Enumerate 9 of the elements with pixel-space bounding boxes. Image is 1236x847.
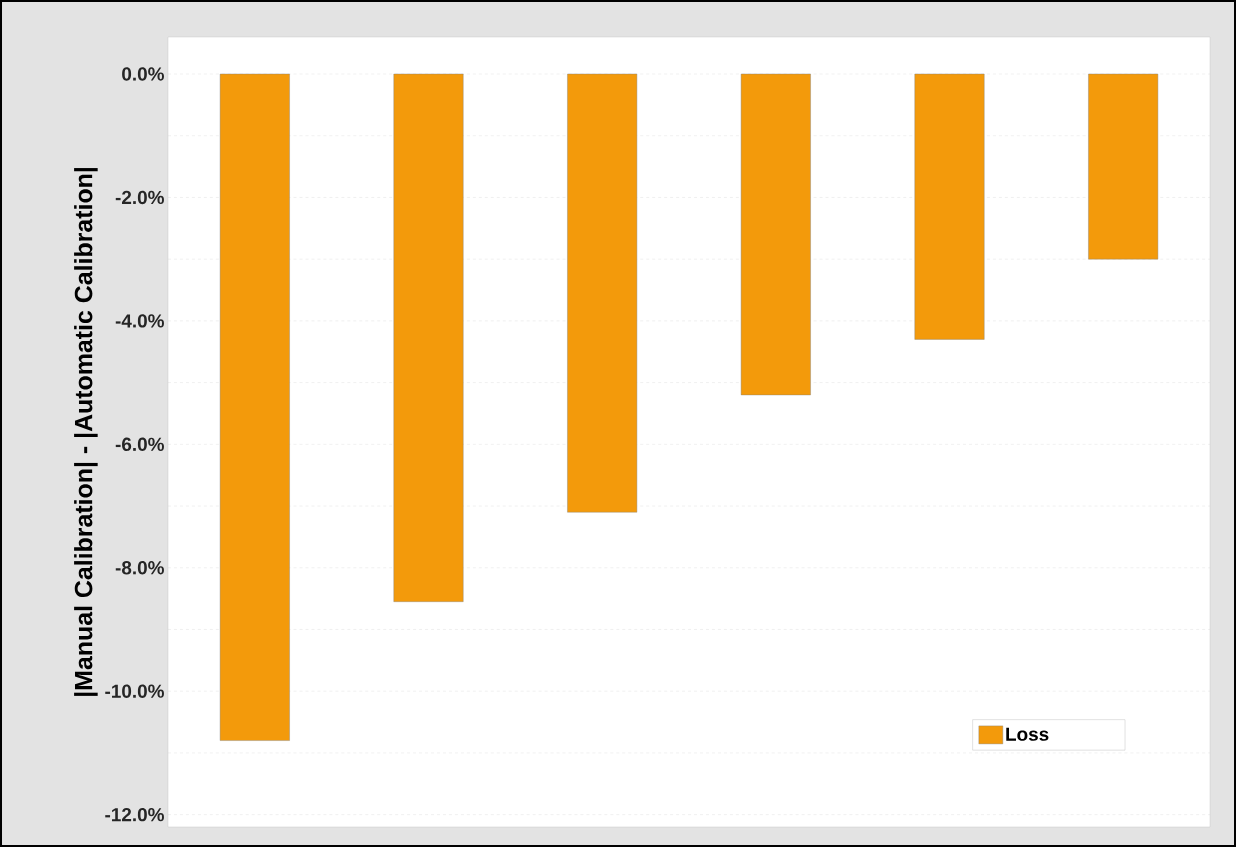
y-tick-label: -12.0% [105,807,164,822]
y-tick-label: -8.0% [115,561,164,575]
y-axis-title: |Manual Calibration| - |Automatic Calibration| [74,168,98,696]
y-tick-label: -2.0% [115,190,164,205]
y-tick-label: -6.0% [115,437,164,452]
y-tick-label: -10.0% [105,684,164,698]
legend-label: Loss [1006,727,1049,741]
y-tick-label: 0.0% [122,67,164,81]
y-tick-label: -4.0% [115,314,164,328]
